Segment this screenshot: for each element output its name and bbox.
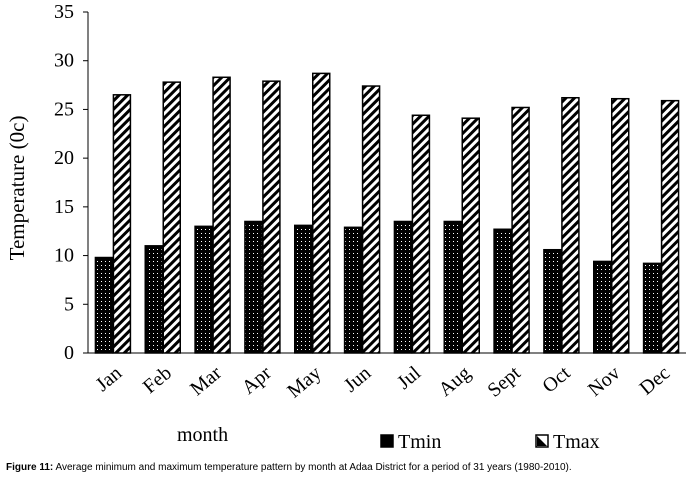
bars bbox=[94, 72, 680, 354]
x-axis-label: month bbox=[177, 424, 228, 446]
bar-tmax-mar bbox=[212, 76, 231, 354]
x-tick-label: Mar bbox=[186, 362, 226, 400]
x-tick-label: Jun bbox=[340, 362, 375, 397]
y-tick-label: 25 bbox=[54, 98, 74, 120]
bar-tmax-feb bbox=[162, 81, 181, 354]
legend-label-tmax: Tmax bbox=[553, 431, 600, 453]
y-tick-label: 30 bbox=[54, 50, 74, 72]
x-tick-label: Jan bbox=[92, 362, 127, 396]
bar-tmax-dec bbox=[660, 99, 680, 354]
bar-tmax-apr bbox=[262, 80, 281, 354]
x-tick-label: Oct bbox=[538, 362, 575, 398]
chart: 0 5 10 15 20 25 30 35 Jan Feb Mar Apr May Jun Jul Aug S… bbox=[5, 1, 686, 453]
axes bbox=[83, 11, 686, 354]
bar-tmax-jul bbox=[411, 114, 431, 354]
bar-tmin-nov bbox=[593, 260, 612, 354]
x-tick-label: Dec bbox=[635, 362, 674, 400]
bar-tmax-oct bbox=[561, 96, 580, 354]
x-tick-label: May bbox=[283, 362, 325, 402]
caption-text: Average minimum and maximum temperature … bbox=[53, 462, 572, 473]
y-tick-label: 35 bbox=[54, 1, 74, 23]
x-tick-label: Nov bbox=[584, 362, 625, 401]
x-tick-labels: Jan Feb Mar Apr May Jun Jul Aug Sept Oct Nov Dec bbox=[92, 362, 675, 403]
bar-tmax-aug bbox=[461, 117, 480, 354]
bar-tmax-nov bbox=[611, 97, 630, 354]
legend-swatch-mark bbox=[537, 436, 547, 446]
x-tick-label: Sept bbox=[483, 362, 525, 402]
bar-tmin-aug bbox=[443, 220, 462, 354]
bar-tmax-jun bbox=[361, 85, 381, 354]
legend-label-tmin: Tmin bbox=[398, 431, 441, 453]
bar-tmin-mar bbox=[194, 225, 213, 354]
y-tick-label: 20 bbox=[54, 147, 74, 169]
y-tick-label: 0 bbox=[64, 342, 74, 364]
bar-tmax-jan bbox=[112, 94, 132, 354]
bar-tmin-oct bbox=[543, 248, 562, 354]
y-tick-label: 5 bbox=[64, 293, 74, 315]
x-tick-label: Feb bbox=[139, 362, 176, 398]
bar-tmin-sept bbox=[493, 228, 512, 354]
bar-tmin-jul bbox=[393, 220, 413, 354]
bar-tmin-apr bbox=[244, 220, 263, 354]
x-tick-label: Aug bbox=[434, 362, 475, 401]
x-tick-label: Jul bbox=[393, 362, 425, 394]
y-tick-label: 10 bbox=[54, 245, 74, 267]
x-tick-label: Apr bbox=[238, 362, 276, 399]
caption-label: Figure 11: bbox=[6, 462, 54, 473]
y-axis-label: Temperature (0c) bbox=[5, 116, 29, 261]
bar-tmin-jan bbox=[94, 256, 114, 354]
bar-tmin-dec bbox=[642, 262, 662, 354]
bar-tmax-may bbox=[312, 72, 331, 354]
bar-tmax-sept bbox=[511, 106, 530, 354]
bar-tmin-may bbox=[294, 224, 313, 354]
y-tick-label: 15 bbox=[54, 196, 74, 218]
bar-tmin-feb bbox=[144, 245, 163, 354]
bar-tmin-jun bbox=[343, 226, 363, 354]
legend-swatch-tmin bbox=[380, 434, 394, 448]
figure-caption: Figure 11: Average minimum and maximum t… bbox=[6, 461, 694, 474]
legend: Tmin Tmax bbox=[380, 431, 600, 453]
y-tick-labels: 0 5 10 15 20 25 30 35 bbox=[54, 1, 74, 364]
